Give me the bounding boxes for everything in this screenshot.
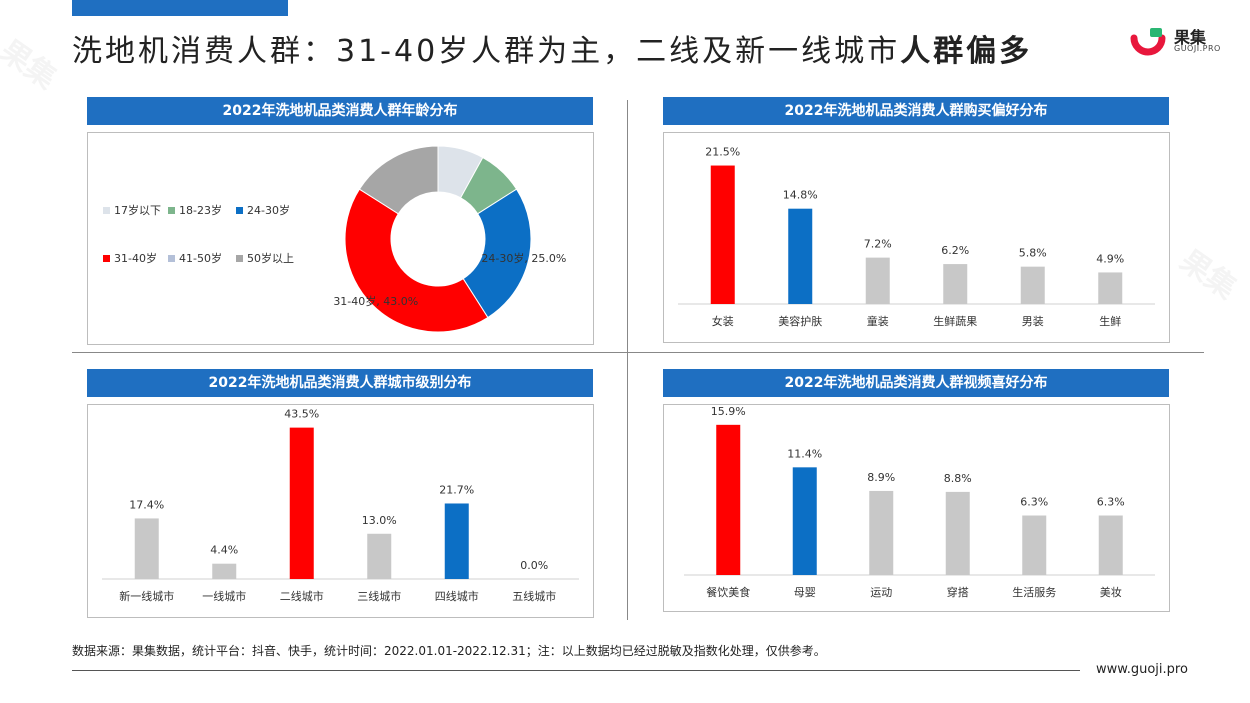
category-label: 餐饮美食 bbox=[706, 585, 750, 599]
bar-value-label: 13.0% bbox=[362, 514, 397, 527]
preference-bar-chart: 21.5% 女装 14.8% 美容护肤 7.2% 童装 6.2% 生鲜蔬果 5.8% 男装 4.9%… bbox=[678, 146, 1155, 328]
donut-slice bbox=[344, 188, 489, 333]
bar-value-label: 5.8% bbox=[1019, 247, 1047, 260]
legend-swatch bbox=[236, 255, 243, 262]
bar bbox=[788, 208, 813, 304]
category-label: 穿搭 bbox=[947, 585, 969, 599]
donut-data-label: 24-30岁, 25.0% bbox=[481, 251, 566, 265]
bar-value-label: 4.4% bbox=[210, 544, 238, 557]
category-label: 运动 bbox=[870, 586, 892, 599]
bar-value-label: 43.5% bbox=[284, 408, 319, 421]
bar-value-label: 21.5% bbox=[705, 146, 740, 159]
video-panel-header: 2022年洗地机品类消费人群视频喜好分布 bbox=[663, 369, 1169, 397]
bar-value-label: 21.7% bbox=[439, 483, 474, 496]
category-label: 生活服务 bbox=[1012, 585, 1056, 599]
video-panel: 15.9% 餐饮美食 11.4% 母婴 8.9% 运动 8.8% 穿搭 6.3% 生活服务 6.3%… bbox=[663, 404, 1170, 612]
category-label: 美容护肤 bbox=[778, 314, 822, 328]
bar bbox=[1022, 515, 1047, 575]
watermark: 果集 bbox=[0, 27, 67, 97]
age-panel: 24-30岁, 25.0% 31-40岁, 43.0% 17岁以下 18-23岁 24-… bbox=[87, 132, 594, 345]
logo-icon bbox=[1130, 28, 1166, 56]
bar bbox=[869, 490, 894, 575]
bar bbox=[1098, 272, 1123, 304]
category-label: 女装 bbox=[712, 314, 734, 328]
top-accent-bar bbox=[72, 0, 288, 16]
page-title: 洗地机消费人群：31-40岁人群为主，二线及新一线城市人群偏多 bbox=[72, 28, 1112, 76]
city-panel-header: 2022年洗地机品类消费人群城市级别分布 bbox=[87, 369, 593, 397]
bar-value-label: 6.3% bbox=[1020, 496, 1048, 509]
category-label: 童装 bbox=[867, 314, 889, 328]
bar-value-label: 8.9% bbox=[867, 471, 895, 484]
legend-swatch bbox=[103, 207, 110, 214]
bar bbox=[943, 264, 968, 304]
page-title-bold: 人群偏多 bbox=[900, 34, 1033, 69]
legend-label: 31-40岁 bbox=[114, 251, 157, 265]
donut-data-label: 31-40岁, 43.0% bbox=[333, 294, 418, 308]
watermark: 果集 bbox=[1173, 237, 1247, 307]
data-source-note: 数据来源：果集数据，统计平台：抖音、快手，统计时间：2022.01.01-202… bbox=[72, 644, 826, 658]
bar bbox=[134, 518, 159, 579]
bar bbox=[716, 424, 741, 575]
vertical-divider bbox=[627, 100, 628, 620]
category-label: 美妆 bbox=[1100, 586, 1122, 599]
category-label: 二线城市 bbox=[280, 589, 324, 603]
category-label: 新一线城市 bbox=[119, 589, 174, 603]
bar bbox=[1098, 515, 1123, 575]
legend-label: 41-50岁 bbox=[179, 251, 222, 265]
preference-panel: 21.5% 女装 14.8% 美容护肤 7.2% 童装 6.2% 生鲜蔬果 5.8% 男装 4.9%… bbox=[663, 132, 1170, 343]
age-panel-header: 2022年洗地机品类消费人群年龄分布 bbox=[87, 97, 593, 125]
logo-name: 果集 bbox=[1174, 28, 1207, 47]
footer-divider bbox=[72, 670, 1080, 671]
bar bbox=[792, 467, 817, 575]
category-label: 生鲜 bbox=[1099, 314, 1121, 328]
age-donut-chart: 24-30岁, 25.0% 31-40岁, 43.0% 17岁以下 18-23岁 24-… bbox=[103, 145, 566, 333]
legend-swatch bbox=[168, 207, 175, 214]
bar bbox=[1020, 266, 1045, 304]
category-label: 母婴 bbox=[794, 586, 816, 599]
bar bbox=[212, 563, 237, 579]
page-title-main: 洗地机消费人群：31-40岁人群为主，二线及新一线城市 bbox=[72, 34, 901, 69]
category-label: 五线城市 bbox=[512, 589, 556, 603]
bar bbox=[945, 491, 970, 575]
bar bbox=[710, 165, 735, 304]
category-label: 男装 bbox=[1022, 315, 1044, 328]
horizontal-divider bbox=[72, 352, 1204, 353]
legend-label: 18-23岁 bbox=[179, 203, 222, 217]
logo-sub: GUOJI.PRO bbox=[1174, 44, 1221, 53]
bar bbox=[865, 257, 890, 304]
bar bbox=[444, 503, 469, 579]
preference-panel-header: 2022年洗地机品类消费人群购买偏好分布 bbox=[663, 97, 1169, 125]
donut-slice bbox=[462, 188, 532, 319]
brand-logo: 果集 GUOJI.PRO bbox=[1130, 22, 1230, 62]
legend-label: 17岁以下 bbox=[114, 203, 161, 217]
category-label: 生鲜蔬果 bbox=[933, 314, 977, 328]
bar-value-label: 6.3% bbox=[1097, 496, 1125, 509]
bar-value-label: 11.4% bbox=[787, 447, 822, 460]
bar-value-label: 15.9% bbox=[711, 405, 746, 418]
category-label: 三线城市 bbox=[357, 589, 401, 603]
website-url[interactable]: www.guoji.pro bbox=[1096, 662, 1188, 677]
legend-swatch bbox=[236, 207, 243, 214]
bar-value-label: 14.8% bbox=[783, 189, 818, 202]
legend-swatch bbox=[168, 255, 175, 262]
bar-value-label: 8.8% bbox=[944, 472, 972, 485]
bar-value-label: 17.4% bbox=[129, 498, 164, 511]
category-label: 一线城市 bbox=[202, 589, 246, 603]
donut-slice bbox=[358, 145, 439, 215]
bar-value-label: 4.9% bbox=[1096, 252, 1124, 265]
bar bbox=[289, 427, 314, 579]
city-panel: 17.4% 新一线城市 4.4% 一线城市 43.5% 二线城市 13.0% 三线城市 21.7… bbox=[87, 404, 594, 618]
bar bbox=[367, 533, 392, 579]
legend-label: 50岁以上 bbox=[247, 251, 294, 265]
bar-value-label: 6.2% bbox=[941, 244, 969, 257]
city-bar-chart: 17.4% 新一线城市 4.4% 一线城市 43.5% 二线城市 13.0% 三线城市 21.7… bbox=[102, 408, 579, 603]
bar-value-label: 0.0% bbox=[520, 559, 548, 572]
legend-label: 24-30岁 bbox=[247, 203, 290, 217]
video-bar-chart: 15.9% 餐饮美食 11.4% 母婴 8.9% 运动 8.8% 穿搭 6.3% 生活服务 6.3%… bbox=[684, 405, 1155, 599]
bar-value-label: 7.2% bbox=[864, 238, 892, 251]
legend-swatch bbox=[103, 255, 110, 262]
category-label: 四线城市 bbox=[435, 589, 479, 603]
